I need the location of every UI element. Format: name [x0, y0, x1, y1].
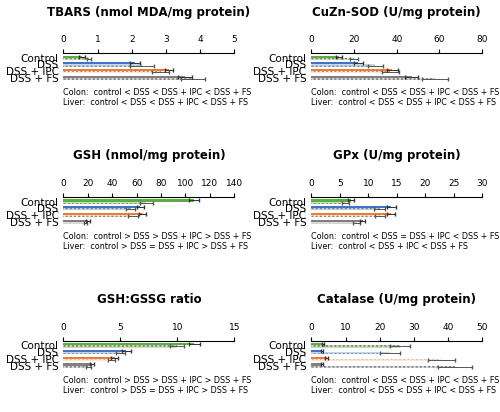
Bar — [64, 71, 161, 73]
Title: GPx (U/mg protein): GPx (U/mg protein) — [333, 150, 460, 162]
Bar — [312, 345, 400, 347]
Bar — [64, 76, 184, 78]
Bar — [64, 359, 112, 361]
Bar — [64, 78, 194, 80]
Bar — [312, 352, 390, 354]
Text: Colon:  control < DSS < DSS + IPC < DSS + FS
Liver:  control < DSS < DSS + IPC <: Colon: control < DSS < DSS + IPC < DSS +… — [312, 88, 500, 108]
Bar — [64, 352, 120, 354]
Bar — [64, 343, 194, 345]
Bar — [312, 69, 392, 71]
Bar — [312, 56, 339, 58]
Bar — [312, 350, 322, 352]
Bar — [312, 71, 390, 73]
Bar — [312, 222, 357, 224]
Bar — [312, 199, 351, 201]
Bar — [64, 64, 142, 67]
Bar — [312, 365, 455, 368]
Bar — [64, 365, 88, 368]
Bar — [64, 363, 92, 365]
Text: Colon:  control < DSS = DSS + IPC < DSS + FS
Liver:  control < DSS + IPC < DSS +: Colon: control < DSS = DSS + IPC < DSS +… — [312, 232, 500, 251]
Bar — [64, 62, 135, 64]
Bar — [64, 208, 130, 211]
Bar — [312, 71, 390, 73]
Bar — [312, 359, 441, 361]
Bar — [64, 58, 89, 60]
Bar — [312, 58, 354, 60]
Bar — [64, 71, 161, 73]
Bar — [64, 215, 133, 217]
Bar — [312, 58, 354, 60]
Bar — [312, 64, 376, 67]
Text: Colon:  control > DSS > DSS + IPC > DSS + FS
Liver:  control > DSS = DSS + IPC >: Colon: control > DSS > DSS + IPC > DSS +… — [64, 376, 252, 395]
Text: Colon:  control < DSS < DSS + IPC < DSS + FS
Liver:  control < DSS < DSS + IPC <: Colon: control < DSS < DSS + IPC < DSS +… — [64, 88, 252, 108]
Bar — [64, 345, 178, 347]
Bar — [64, 359, 112, 361]
Bar — [312, 365, 455, 368]
Bar — [312, 345, 400, 347]
Bar — [312, 220, 362, 222]
Bar — [64, 208, 130, 211]
Title: CuZn-SOD (U/mg protein): CuZn-SOD (U/mg protein) — [312, 5, 481, 19]
Bar — [64, 201, 146, 204]
Bar — [64, 201, 146, 204]
Title: TBARS (nmol MDA/mg protein): TBARS (nmol MDA/mg protein) — [48, 5, 250, 19]
Bar — [312, 352, 390, 354]
Bar — [64, 365, 88, 368]
Bar — [64, 206, 140, 208]
Bar — [312, 208, 380, 211]
Text: Colon:  control < DSS < DSS + IPC < DSS + FS
Liver:  control < DSS < DSS + IPC <: Colon: control < DSS < DSS + IPC < DSS +… — [312, 376, 500, 395]
Bar — [312, 206, 391, 208]
Bar — [64, 222, 86, 224]
Bar — [312, 208, 380, 211]
Bar — [64, 350, 126, 352]
Bar — [64, 352, 120, 354]
Bar — [312, 343, 324, 345]
Bar — [312, 76, 412, 78]
Bar — [64, 78, 194, 80]
Bar — [312, 222, 357, 224]
Text: Colon:  control > DSS > DSS + IPC > DSS + FS
Liver:  control > DSS = DSS + IPC >: Colon: control > DSS > DSS + IPC > DSS +… — [64, 232, 252, 251]
Bar — [312, 357, 326, 359]
Bar — [312, 201, 346, 204]
Bar — [312, 363, 322, 365]
Bar — [312, 201, 346, 204]
Bar — [64, 220, 88, 222]
Bar — [64, 199, 194, 201]
Bar — [64, 56, 82, 58]
Bar — [312, 215, 380, 217]
Bar — [312, 213, 391, 215]
Bar — [64, 69, 170, 71]
Bar — [64, 213, 143, 215]
Bar — [312, 359, 441, 361]
Title: Catalase (U/mg protein): Catalase (U/mg protein) — [318, 293, 476, 306]
Bar — [64, 58, 89, 60]
Bar — [64, 215, 133, 217]
Bar — [312, 78, 435, 80]
Title: GSH (nmol/mg protein): GSH (nmol/mg protein) — [72, 150, 225, 162]
Bar — [312, 78, 435, 80]
Bar — [64, 222, 86, 224]
Bar — [64, 64, 142, 67]
Bar — [64, 357, 114, 359]
Bar — [64, 345, 178, 347]
Title: GSH:GSSG ratio: GSH:GSSG ratio — [96, 293, 201, 306]
Bar — [312, 62, 358, 64]
Bar — [312, 215, 380, 217]
Bar — [312, 64, 376, 67]
